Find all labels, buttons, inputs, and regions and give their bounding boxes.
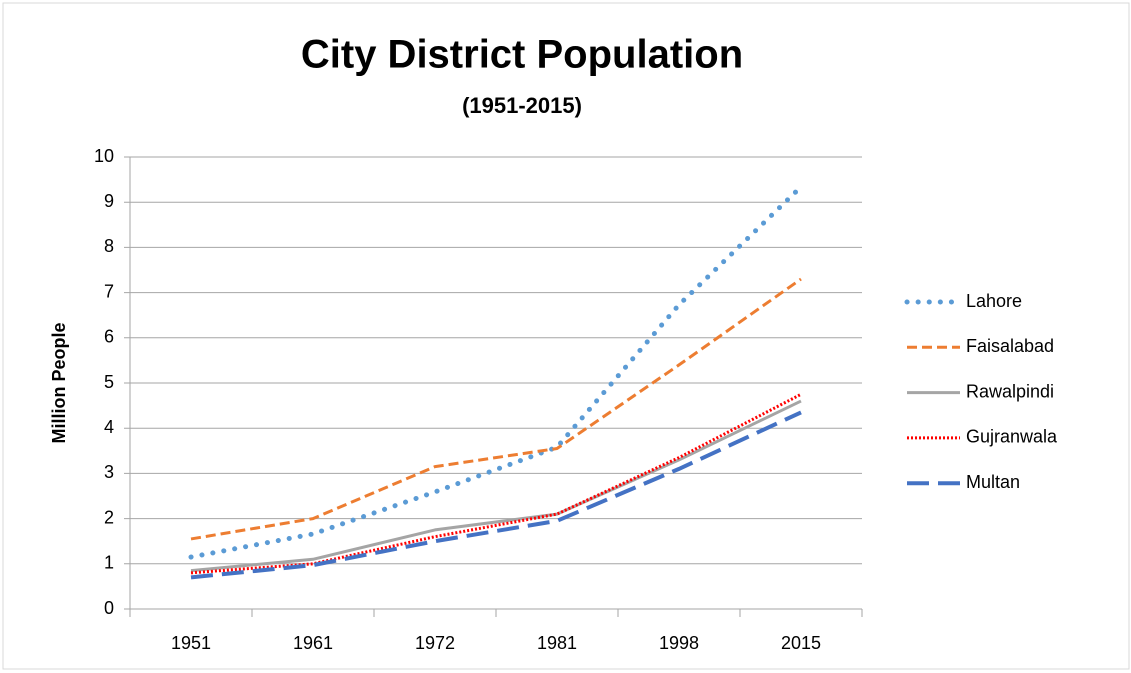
legend-label: Rawalpindi: [966, 381, 1054, 401]
x-tick-label: 1961: [293, 633, 333, 653]
x-tick-label: 2015: [781, 633, 821, 653]
y-tick-label: 5: [104, 372, 114, 392]
series-line: [190, 277, 802, 541]
x-tick-label: 1972: [415, 633, 455, 653]
y-tick-label: 1: [104, 553, 114, 573]
x-tick-label: 1981: [537, 633, 577, 653]
legend-label: Multan: [966, 472, 1020, 492]
series-line: [188, 184, 804, 560]
legend-label: Lahore: [966, 291, 1022, 311]
x-tick-label: 1998: [659, 633, 699, 653]
chart-subtitle: (1951-2015): [462, 93, 582, 118]
legend-label: Gujranwala: [966, 427, 1058, 447]
y-tick-label: 4: [104, 417, 114, 437]
y-tick-label: 0: [104, 598, 114, 618]
y-tick-label: 8: [104, 236, 114, 256]
legend-label: Faisalabad: [966, 336, 1054, 356]
y-tick-label: 7: [104, 281, 114, 301]
y-tick-label: 9: [104, 191, 114, 211]
y-tick-label: 10: [94, 146, 114, 166]
y-tick-label: 3: [104, 462, 114, 482]
series-line: [190, 410, 802, 580]
series-line: [190, 399, 802, 573]
x-tick-label: 1951: [171, 633, 211, 653]
y-axis-label: Million People: [49, 322, 69, 443]
chart-title: City District Population: [301, 33, 743, 77]
y-tick-label: 6: [104, 327, 114, 347]
y-tick-label: 2: [104, 507, 114, 527]
